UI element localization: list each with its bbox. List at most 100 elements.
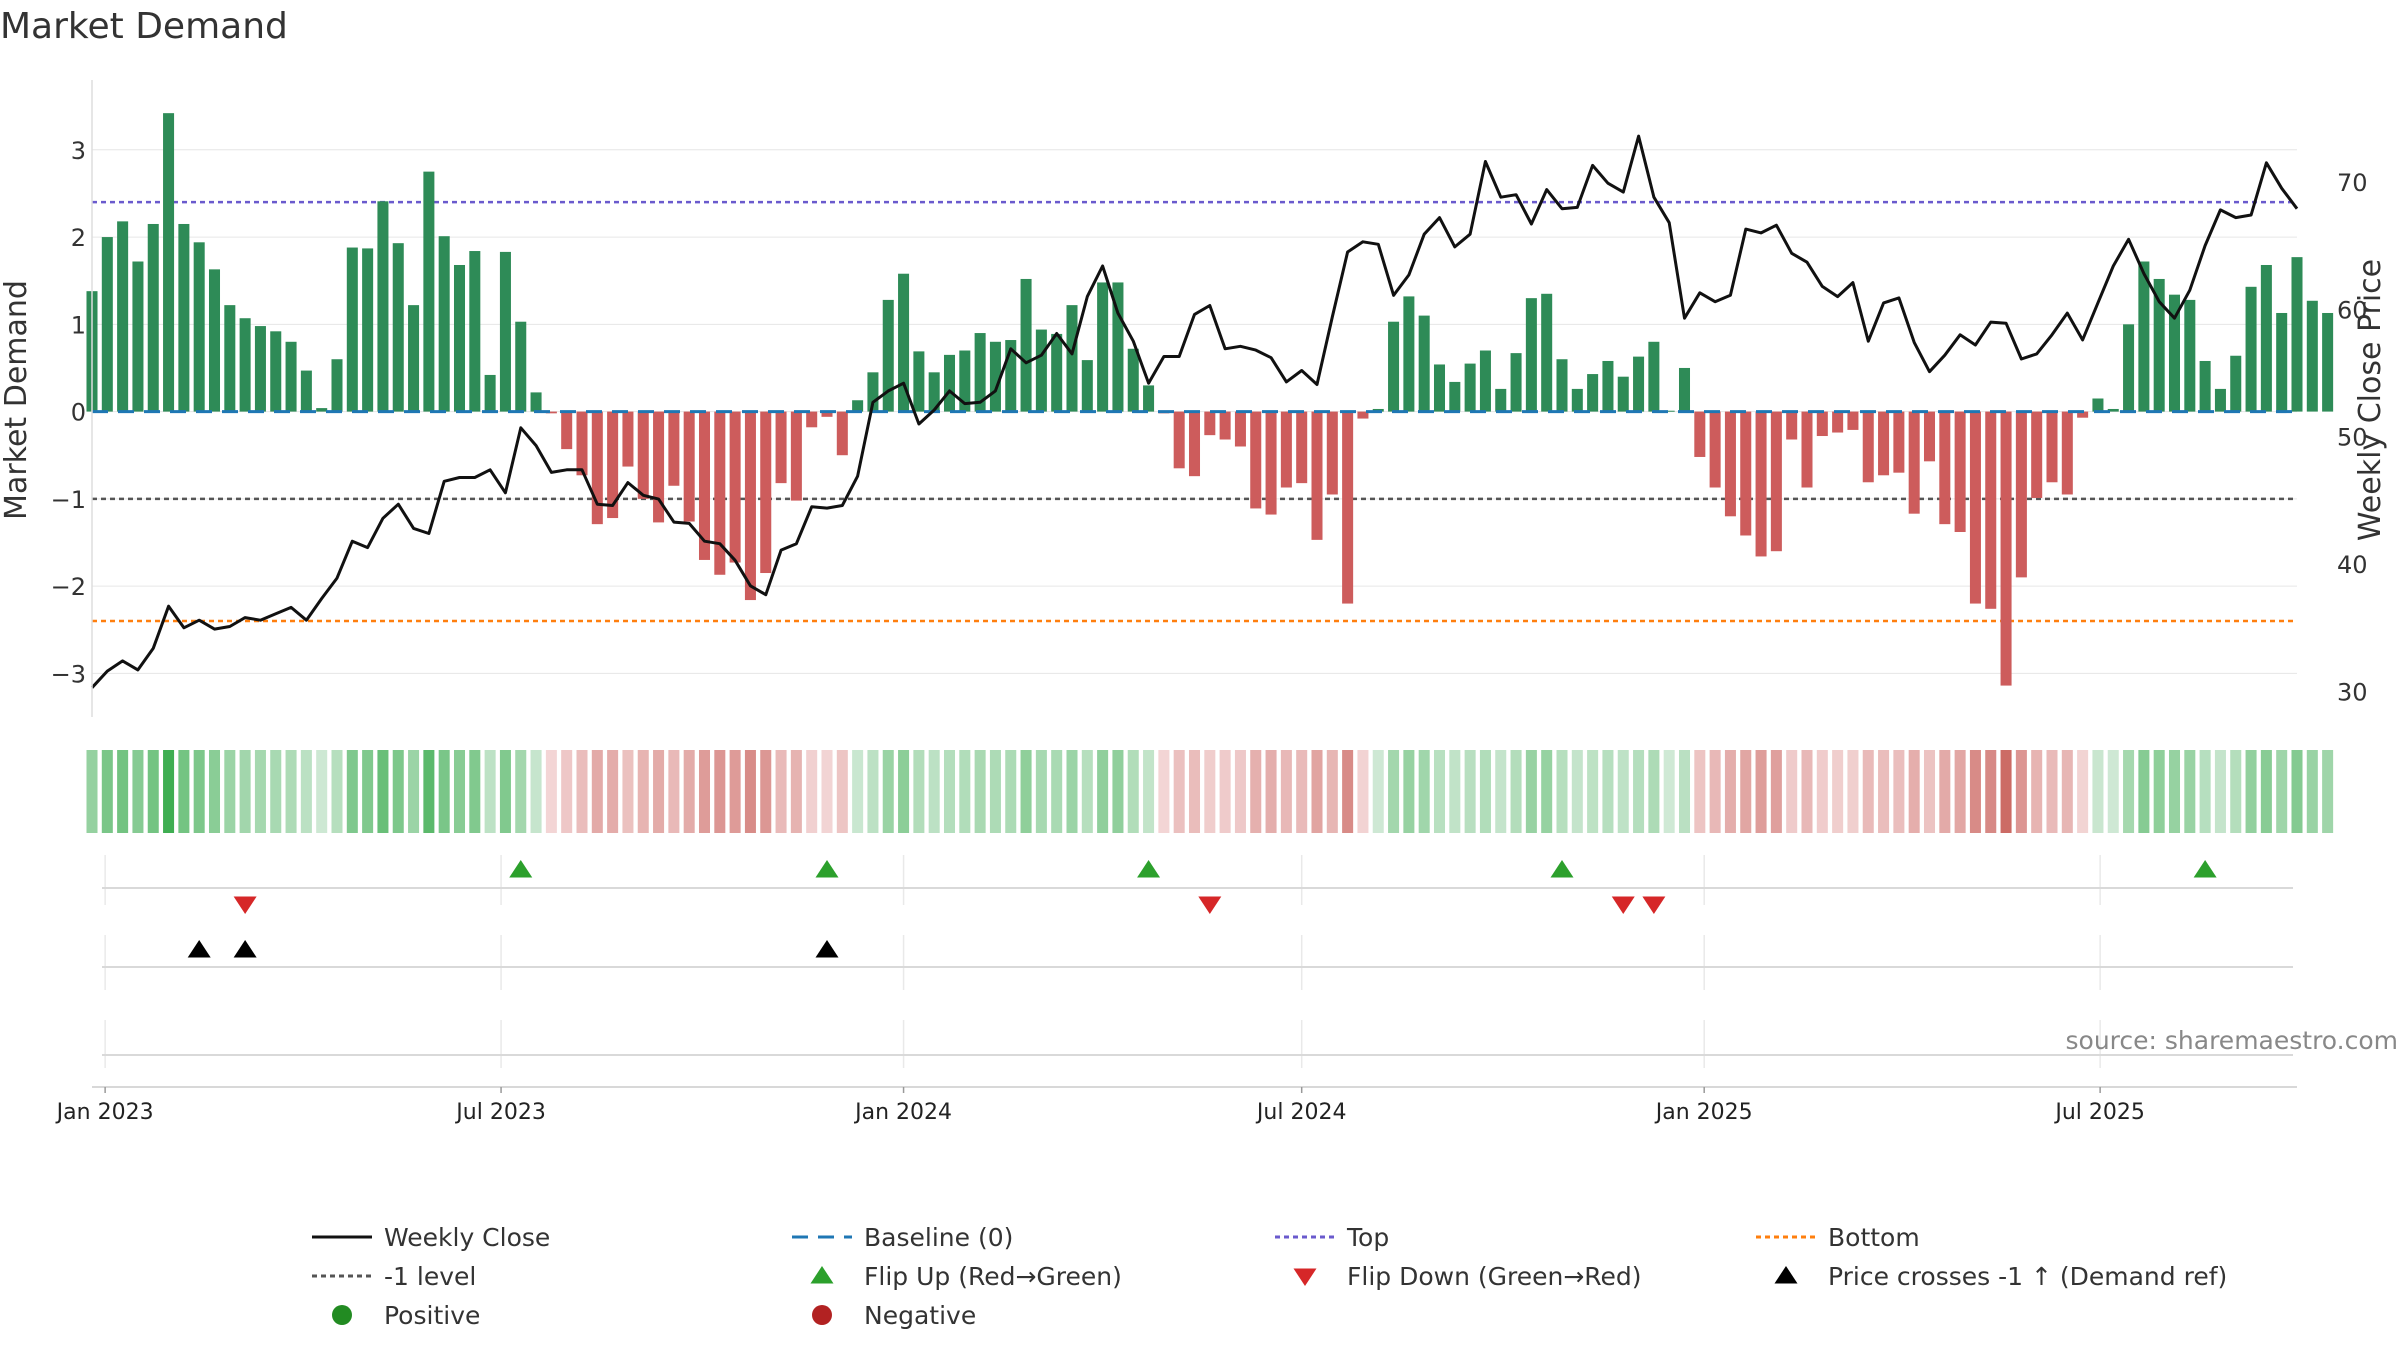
heat-cell <box>668 750 680 833</box>
legend-item-positive: Positive <box>332 1301 480 1330</box>
demand-bars <box>86 113 2334 686</box>
heat-cell <box>744 750 756 833</box>
demand-bar <box>1602 360 1614 412</box>
price-cross-marker <box>233 940 257 958</box>
demand-bar <box>1510 353 1522 412</box>
y-tick-label-left: −3 <box>51 660 86 688</box>
heat-cell <box>729 750 741 833</box>
heat-cell <box>1326 750 1338 833</box>
demand-bar <box>1433 364 1446 412</box>
demand-bar <box>607 411 619 519</box>
demand-bar <box>2260 264 2272 412</box>
heat-cell <box>270 750 282 833</box>
demand-bar <box>2245 286 2257 412</box>
demand-bar <box>1020 278 1032 412</box>
demand-bar <box>2092 398 2104 412</box>
demand-bar <box>1694 411 1706 457</box>
heat-cell <box>515 750 527 833</box>
legend-swatch <box>1293 1268 1317 1286</box>
demand-bar <box>254 326 266 412</box>
heat-cell <box>1908 750 1920 833</box>
heat-cell <box>2092 750 2104 833</box>
heat-cell <box>836 750 848 833</box>
demand-bar <box>1005 340 1017 412</box>
heat-cell <box>775 750 787 833</box>
demand-bar <box>423 171 435 412</box>
demand-bar <box>2230 355 2242 412</box>
demand-bar <box>668 411 680 486</box>
heat-cell <box>1418 750 1430 833</box>
demand-bar <box>101 237 113 412</box>
demand-bar <box>1342 411 1354 604</box>
heat-cell <box>1893 750 1905 833</box>
heat-cell <box>469 750 481 833</box>
y-axis-label-right: Weekly Close Price <box>2353 259 2388 541</box>
heat-cell <box>1051 750 1063 833</box>
demand-bar <box>2291 257 2303 412</box>
x-tick-label: Jan 2024 <box>853 1100 952 1125</box>
heat-cell <box>362 750 374 833</box>
legend-item-weekly-close: Weekly Close <box>312 1223 550 1252</box>
heat-cell <box>331 750 343 833</box>
demand-bar <box>1234 411 1246 447</box>
demand-bar <box>2015 411 2027 578</box>
price-cross-marker <box>187 940 211 958</box>
heat-cell <box>1143 750 1155 833</box>
heat-cell <box>821 750 833 833</box>
y-tick-label-right: 50 <box>2337 424 2368 452</box>
heat-cell <box>2260 750 2272 833</box>
heat-cell <box>147 750 159 833</box>
heat-cell <box>959 750 971 833</box>
demand-bar <box>545 411 557 414</box>
demand-bar <box>208 269 221 412</box>
heat-cell <box>622 750 634 833</box>
heat-cell <box>561 750 573 833</box>
heat-cell <box>545 750 557 833</box>
demand-bar <box>1479 350 1491 412</box>
demand-bar <box>1495 388 1507 412</box>
demand-bar <box>561 411 573 450</box>
heat-cell <box>2138 750 2150 833</box>
demand-bar <box>1816 411 1828 437</box>
legend-item-baseline: Baseline (0) <box>792 1223 1013 1252</box>
heat-cell <box>300 750 312 833</box>
demand-bar <box>1755 411 1767 557</box>
demand-bar <box>132 261 144 412</box>
heat-cell <box>2306 750 2318 833</box>
y-axis-label-left: Market Demand <box>0 280 34 520</box>
heat-cell <box>1510 750 1522 833</box>
heat-cell <box>882 750 894 833</box>
heat-cell <box>2291 750 2303 833</box>
demand-bar <box>1097 282 1109 412</box>
legend-label: -1 level <box>384 1262 476 1291</box>
heat-cell <box>1005 750 1017 833</box>
y-tick-label-right: 40 <box>2337 551 2368 579</box>
demand-bar <box>591 411 603 525</box>
legend-label: Baseline (0) <box>864 1223 1013 1252</box>
x-tick-label: Jul 2024 <box>1255 1100 1347 1125</box>
demand-bar <box>576 411 588 476</box>
heat-cell <box>1678 750 1691 833</box>
demand-bar <box>1832 411 1844 433</box>
demand-bar <box>1066 305 1078 412</box>
heat-cell <box>1801 750 1813 833</box>
heat-cell <box>1112 750 1124 833</box>
demand-bar <box>163 113 175 412</box>
heat-cell <box>852 750 864 833</box>
flip-up-marker <box>2193 860 2217 878</box>
heat-cell <box>2214 750 2226 833</box>
heat-cell <box>1816 750 1828 833</box>
heat-cell <box>637 750 649 833</box>
heat-cell <box>1878 750 1890 833</box>
heat-cell <box>1724 750 1736 833</box>
y-tick-label-right: 30 <box>2337 679 2368 707</box>
heat-cell <box>1403 750 1415 833</box>
heat-cell <box>760 750 772 833</box>
demand-bar <box>346 247 358 412</box>
demand-bar <box>2107 408 2119 412</box>
heat-cell <box>2015 750 2027 833</box>
heat-cell <box>943 750 956 833</box>
demand-bar <box>1311 411 1323 540</box>
demand-bar <box>1388 321 1400 412</box>
demand-bar <box>331 359 343 412</box>
